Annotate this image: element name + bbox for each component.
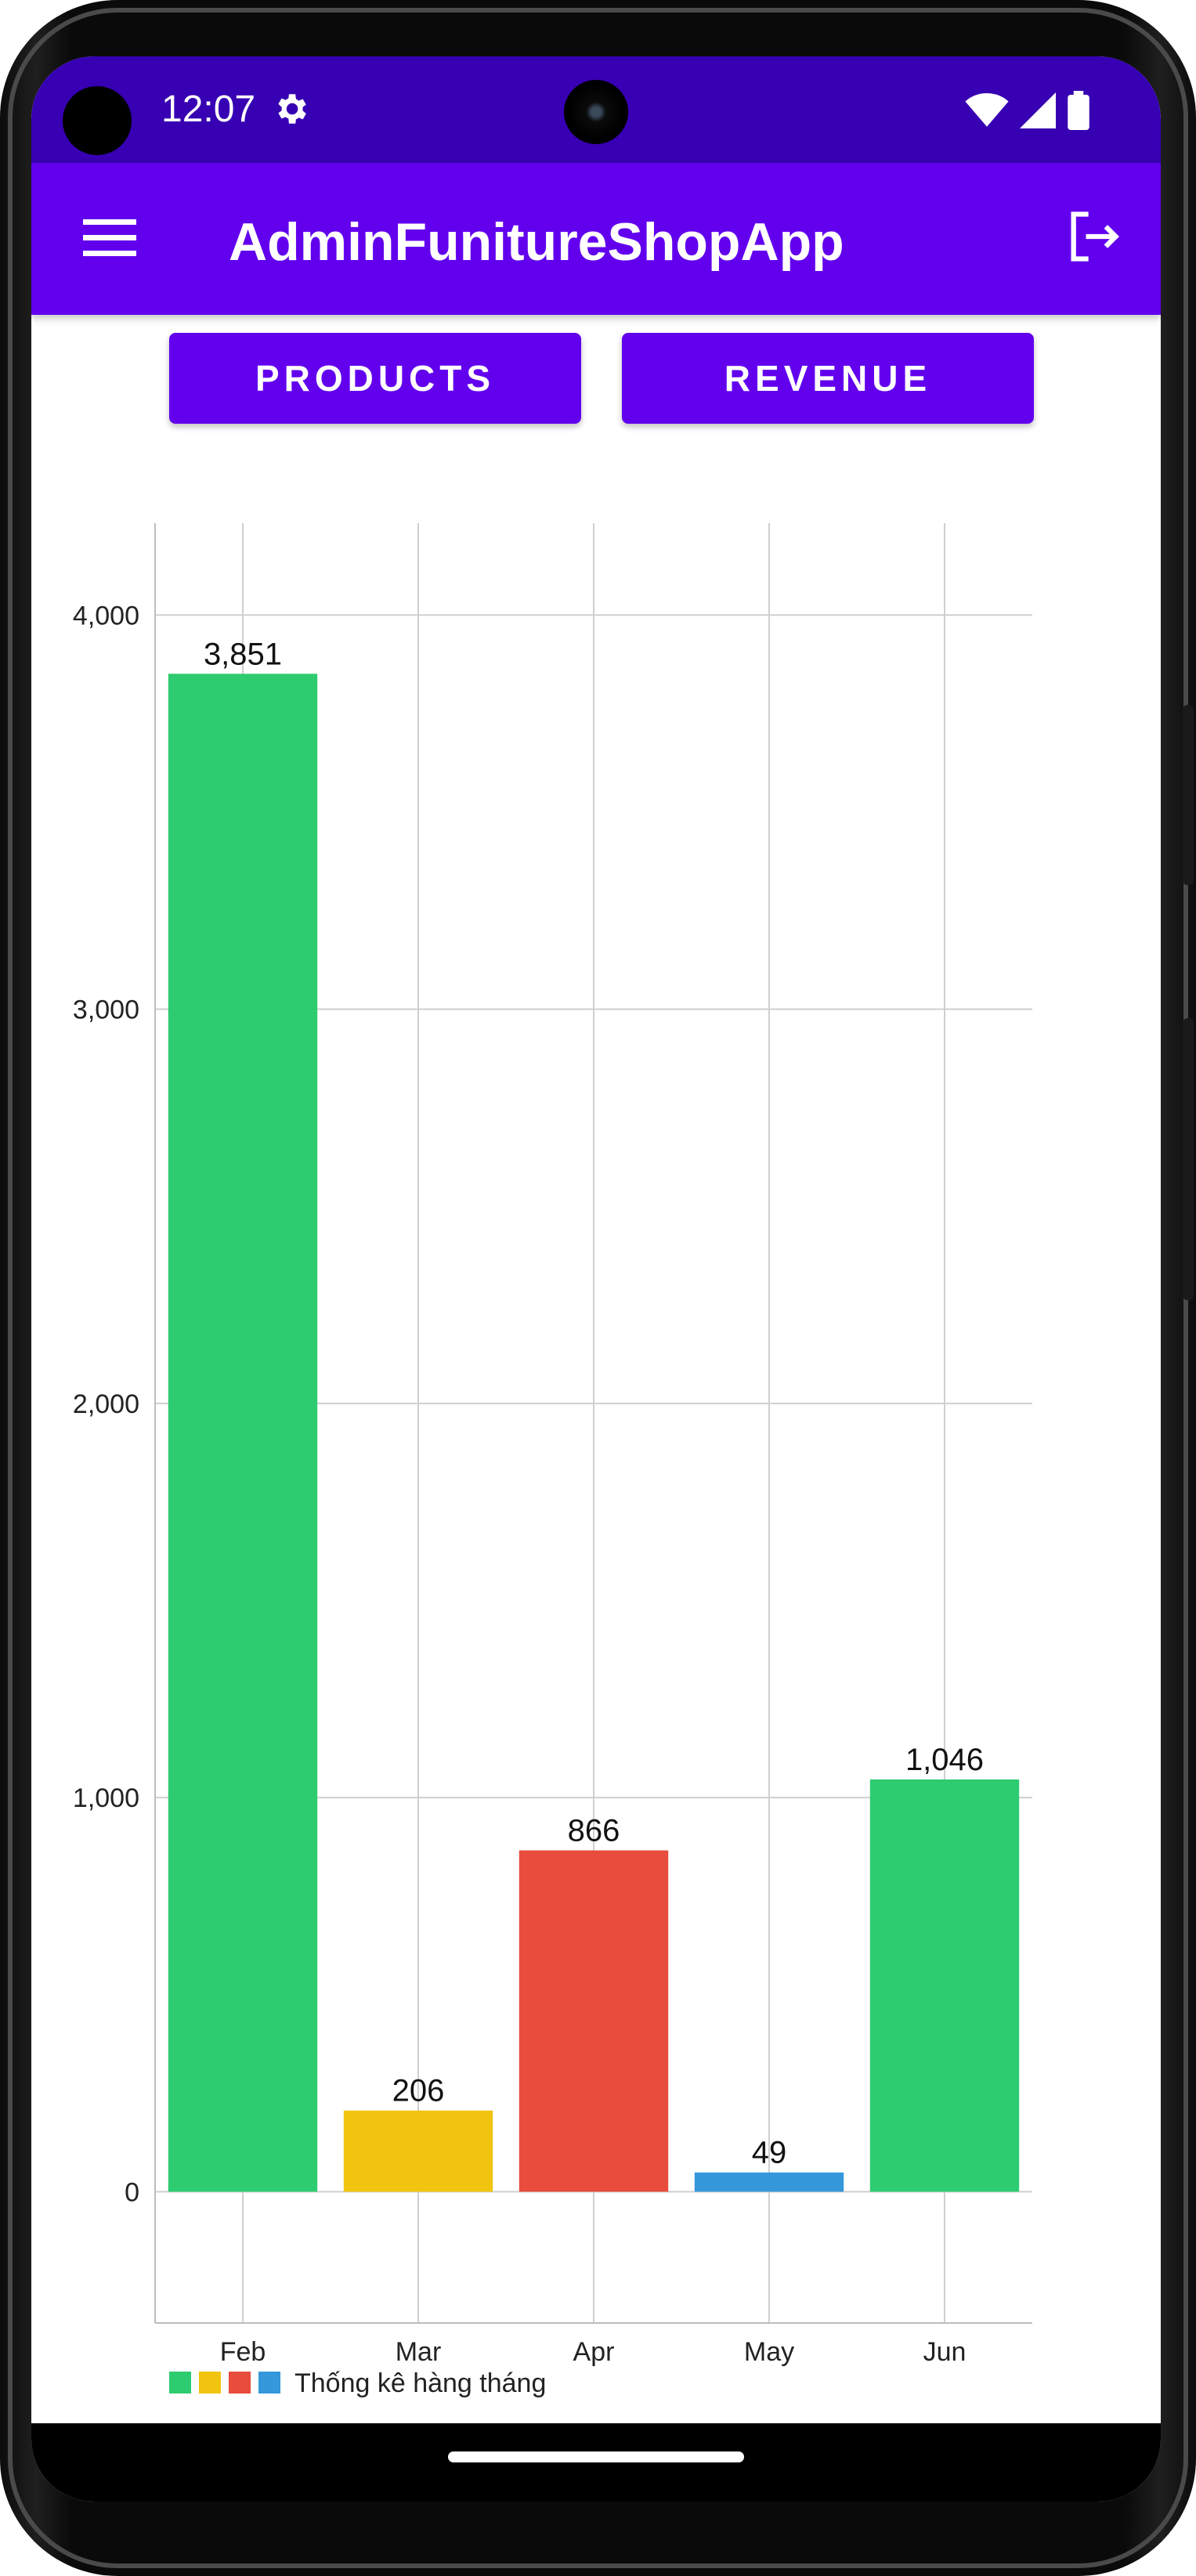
x-tick-label: Jun xyxy=(923,2337,967,2367)
signal-icon xyxy=(1020,92,1056,128)
bar-apr xyxy=(519,1850,669,2192)
x-tick-label: Apr xyxy=(573,2337,615,2367)
bar-value-label: 866 xyxy=(568,1814,620,1848)
y-tick-label: 3,000 xyxy=(73,995,139,1025)
navigation-bar xyxy=(31,2423,1161,2502)
revenue-button[interactable]: REVENUE xyxy=(622,333,1034,424)
bar-feb xyxy=(168,674,318,2192)
wifi-icon xyxy=(965,92,1009,127)
y-tick-label: 4,000 xyxy=(73,601,139,630)
products-button[interactable]: PRODUCTS xyxy=(169,333,581,424)
bar-may xyxy=(694,2172,844,2192)
volume-button xyxy=(1183,1018,1194,1300)
status-time: 12:07 xyxy=(161,89,256,130)
y-tick-label: 0 xyxy=(125,2177,139,2207)
bar-value-label: 206 xyxy=(392,2074,445,2108)
x-tick-label: May xyxy=(744,2337,794,2367)
settings-gear-icon xyxy=(278,94,306,124)
x-tick-label: Mar xyxy=(396,2337,442,2367)
home-indicator[interactable] xyxy=(448,2451,744,2462)
bar-value-label: 3,851 xyxy=(204,637,282,671)
legend-swatch xyxy=(229,2372,251,2394)
bar-value-label: 49 xyxy=(752,2136,787,2170)
legend-swatch xyxy=(169,2372,191,2394)
bar-value-label: 1,046 xyxy=(905,1743,984,1777)
screen: 12:07 AdminFunitureShopApp xyxy=(31,56,1161,2502)
app-bar: AdminFunitureShopApp xyxy=(31,163,1161,315)
status-bar: 12:07 xyxy=(31,56,1161,163)
legend-label: Thống kê hàng tháng xyxy=(294,2368,546,2398)
hamburger-menu-icon[interactable] xyxy=(83,218,136,257)
app-title: AdminFunitureShopApp xyxy=(229,212,844,272)
revenue-bar-chart: 0 1,000 2,000 3,000 4,000 3,851 Feb 206 Mar 866 Ap… xyxy=(73,523,1032,2398)
legend-swatch xyxy=(199,2372,221,2394)
logout-icon[interactable] xyxy=(1064,207,1123,266)
bar-jun xyxy=(869,1779,1020,2192)
status-icons xyxy=(965,91,1090,130)
front-camera xyxy=(564,80,628,144)
y-tick-label: 1,000 xyxy=(73,1783,139,1813)
battery-icon xyxy=(1068,91,1089,130)
legend-swatch xyxy=(258,2372,280,2394)
y-tick-label: 2,000 xyxy=(73,1389,139,1419)
x-tick-label: Feb xyxy=(220,2337,266,2367)
camera-cutout xyxy=(63,86,132,155)
bar-mar xyxy=(343,2110,493,2192)
power-button xyxy=(1183,705,1194,885)
